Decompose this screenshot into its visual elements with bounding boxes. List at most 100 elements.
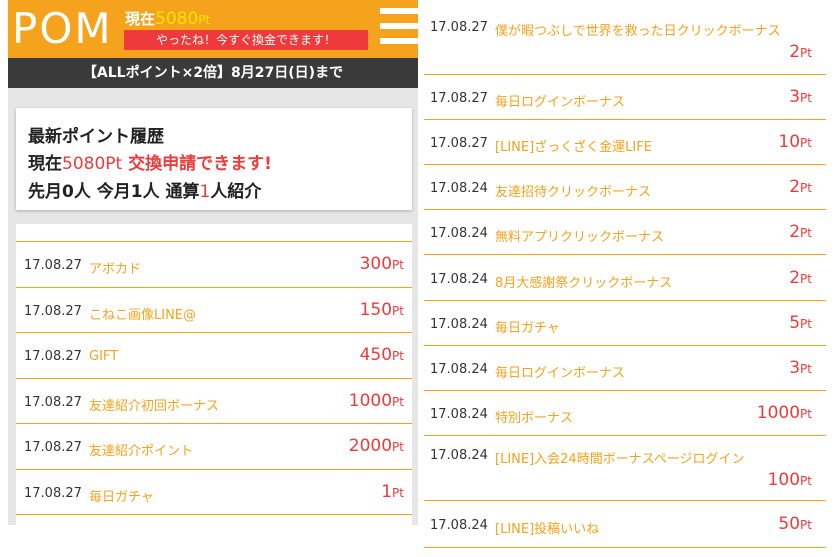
history-row: 17.08.27 友達紹介ポイント 2000Pt [16, 424, 412, 470]
history-description[interactable]: 友達招待クリックボーナス [495, 185, 652, 200]
history-description[interactable]: こねこ画像LINE@ [89, 307, 197, 323]
history-row: 17.08.24 毎日ガチャ 5Pt [424, 301, 826, 346]
history-date: 17.08.27 [24, 485, 82, 501]
history-row: 17.08.24 友達招待クリックボーナス 2Pt [424, 165, 826, 210]
history-points-unit: Pt [800, 226, 812, 240]
history-description[interactable]: 特別ボーナス [495, 411, 574, 426]
history-row: 17.08.27 アボカド 300Pt [16, 242, 412, 288]
history-points: 2Pt [789, 268, 812, 288]
history-date: 17.08.27 [430, 136, 488, 151]
campaign-banner[interactable]: 【ALLポイント×2倍】8月27日(日)まで [8, 58, 418, 88]
history-points-value: 5 [789, 313, 801, 333]
history-row: 17.08.24 [LINE]投稿いいね 50Pt [424, 501, 826, 548]
history-points-value: 2000 [348, 436, 393, 456]
history-points-unit: Pt [800, 272, 812, 286]
history-points: 2Pt [789, 177, 812, 197]
history-description[interactable]: 毎日ガチャ [495, 321, 560, 336]
list-divider [16, 224, 412, 242]
history-description[interactable]: [LINE]ざっくざく金運LIFE [495, 140, 652, 155]
history-points-value: 2 [789, 42, 801, 62]
history-row: 17.08.27 毎日ガチャ 1Pt [16, 470, 412, 515]
history-points-value: 450 [359, 345, 393, 365]
history-points-value: 3 [789, 358, 801, 378]
history-description[interactable]: 8月大感謝祭クリックボーナス [495, 276, 673, 291]
history-points-value: 1000 [756, 403, 801, 423]
history-points-unit: Pt [392, 349, 404, 363]
history-row: 17.08.24 [LINE]入会24時間ボーナスページログイン 100Pt [424, 436, 826, 501]
history-date: 17.08.24 [430, 362, 488, 377]
left-screen: POM 現在5080Pt やったね！今すぐ換金できます！ 【ALLポイント×2倍… [8, 0, 418, 525]
history-points-unit: Pt [800, 407, 812, 421]
history-description[interactable]: 毎日ログインボーナス [495, 366, 626, 381]
history-date: 17.08.24 [430, 518, 488, 533]
history-date: 17.08.24 [430, 317, 488, 332]
history-points: 10Pt [778, 132, 812, 152]
history-row: 17.08.24 毎日ログインボーナス 3Pt [424, 346, 826, 391]
history-date: 17.08.24 [430, 272, 488, 287]
history-row: 17.08.27 GIFT 450Pt [16, 333, 412, 379]
history-date: 17.08.27 [430, 20, 488, 35]
history-date: 17.08.27 [24, 303, 82, 319]
history-description[interactable]: 毎日ガチャ [89, 489, 154, 505]
hamburger-menu-icon[interactable] [380, 8, 418, 48]
history-points-unit: Pt [392, 394, 404, 409]
summary-title: 最新ポイント履歴 [28, 127, 164, 147]
summary-current-value: 5080 [62, 154, 106, 174]
history-points-unit: Pt [800, 518, 812, 532]
history-row: 17.08.27 こねこ画像LINE@ 150Pt [16, 288, 412, 333]
app-logo[interactable]: POM [12, 4, 113, 53]
history-description[interactable]: [LINE]投稿いいね [495, 522, 600, 537]
current-value: 5080 [155, 9, 199, 29]
history-row: 17.08.24 無料アプリクリックボーナス 2Pt [424, 210, 826, 255]
history-row: 17.08.27 友達紹介初回ボーナス 1000Pt [16, 379, 412, 424]
history-date: 17.08.24 [430, 226, 488, 241]
history-description[interactable]: 毎日ログインボーナス [495, 95, 626, 110]
history-points-unit: Pt [800, 91, 812, 105]
current-points: 現在5080Pt [125, 8, 210, 29]
history-list-left: 17.08.27 アボカド 300Pt 17.08.27 こねこ画像LINE@ 150Pt… [16, 224, 412, 525]
history-date: 17.08.27 [24, 349, 82, 364]
history-points: 300Pt [360, 254, 404, 274]
history-points-value: 150 [359, 299, 393, 320]
history-date: 17.08.27 [430, 91, 488, 106]
history-points-value: 100 [767, 470, 801, 490]
history-points-value: 300 [359, 254, 393, 274]
history-points-value: 1000 [348, 390, 393, 411]
history-description[interactable]: [LINE]入会24時間ボーナスページログイン [495, 452, 745, 467]
history-date: 17.08.24 [430, 181, 488, 196]
history-date: 17.08.27 [24, 394, 82, 410]
history-description[interactable]: GIFT [89, 349, 119, 364]
history-points: 2000Pt [349, 436, 404, 456]
history-points-unit: Pt [800, 46, 812, 60]
history-description[interactable]: アボカド [89, 262, 142, 277]
exchange-alert[interactable]: やったね！今すぐ換金できます！ [124, 30, 368, 50]
history-description[interactable]: 友達紹介初回ボーナス [89, 398, 220, 414]
history-row: 17.08.27 [LINE]ざっくざく金運LIFE 10Pt [424, 120, 826, 165]
history-points: 3Pt [789, 87, 812, 107]
history-date: 17.08.24 [430, 448, 488, 463]
exchange-link[interactable]: 交換申請できます! [128, 154, 272, 174]
history-description[interactable]: 僕が暇つぶしで世界を救った日クリックボーナス [495, 24, 781, 39]
referral-stats: 先月0人 今月1人 通算1人紹介 [28, 182, 262, 202]
history-points-value: 1 [381, 481, 393, 502]
history-description[interactable]: 無料アプリクリックボーナス [495, 230, 665, 245]
history-points: 2Pt [789, 222, 812, 242]
history-points-unit: Pt [800, 181, 812, 195]
history-points-value: 2 [789, 268, 801, 288]
history-description[interactable]: 友達紹介ポイント [89, 444, 194, 459]
app-header: POM 現在5080Pt やったね！今すぐ換金できます！ [8, 0, 418, 58]
history-points: 450Pt [360, 345, 404, 365]
history-points: 1000Pt [349, 391, 404, 411]
history-points: 1Pt [381, 482, 404, 502]
history-points-value: 2 [789, 222, 801, 242]
history-row: 17.08.24 8月大感謝祭クリックボーナス 2Pt [424, 255, 826, 301]
history-points-value: 50 [778, 514, 801, 534]
history-points-value: 3 [789, 87, 801, 107]
history-points-unit: Pt [800, 136, 812, 150]
history-points-unit: Pt [392, 485, 404, 500]
current-label: 現在 [125, 10, 156, 28]
history-points: 150Pt [360, 300, 404, 320]
summary-current: 現在5080Pt 交換申請できます! [28, 154, 272, 174]
history-date: 17.08.27 [24, 440, 82, 455]
history-points: 5Pt [789, 313, 812, 333]
